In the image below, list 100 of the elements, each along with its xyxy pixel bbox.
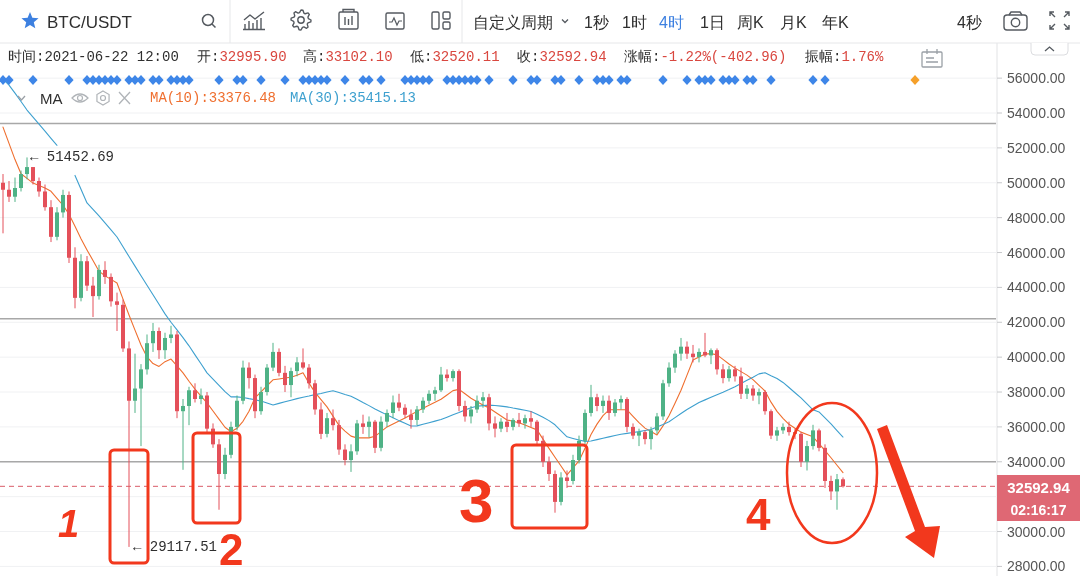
candlestick [469,405,473,424]
candlestick [139,363,143,447]
y-tick-label: 50000.00 [1007,174,1066,191]
candlestick [295,356,299,377]
annotation: 1 [58,503,80,545]
candlestick [709,347,713,365]
annotation: ← 51452.69 [30,149,115,165]
text: 02:16:17 [1010,502,1067,518]
annotation: 高:33102.10 [303,49,393,65]
candlestick [667,361,671,388]
candlestick [787,421,791,437]
chart-title: BTC/USDT [47,12,132,32]
candlestick [679,337,683,362]
candlestick [685,340,689,360]
candlestick [673,349,677,374]
candlestick [307,363,311,390]
candlestick [649,426,653,451]
candlestick [343,443,347,466]
candlestick [523,414,527,430]
y-tick-label: 42000.00 [1007,314,1066,331]
annotation: 振幅:1.76% [805,49,885,65]
candlestick [103,260,107,285]
text: 1秒 [584,13,609,31]
candlestick [601,395,605,414]
text: 周K [737,13,764,31]
candlestick [697,347,701,363]
candlestick [409,408,413,430]
y-tick-label: 36000.00 [1007,418,1066,435]
candlestick [115,292,119,332]
candlestick [151,322,155,353]
candlestick [499,417,503,433]
text: 月K [780,13,807,31]
candlestick [757,388,761,405]
candlestick [301,347,305,370]
annotation: 涨幅:-1.22%(-402.96) [624,49,787,65]
candlestick [1,173,5,234]
candlestick [745,384,749,400]
annotation: 3 [459,466,494,535]
candlestick [775,426,779,442]
candlestick [643,429,647,445]
candlestick [811,424,815,451]
text: 32592.94 [1007,478,1071,496]
candlestick [259,386,263,416]
y-tick-label: 28000.00 [1007,558,1066,575]
candlestick [751,384,755,402]
text: 4时 [659,13,684,31]
candlestick [715,347,719,376]
candlestick [133,353,137,414]
candlestick [367,415,371,438]
y-tick-label: 54000.00 [1007,105,1066,122]
candlestick [157,327,161,360]
candlestick [325,412,329,438]
candlestick [181,398,185,471]
candlestick [817,428,821,452]
candlestick [733,365,737,383]
y-tick-label: 38000.00 [1007,384,1066,401]
y-tick-label: 46000.00 [1007,244,1066,261]
candlestick [805,440,809,471]
candlestick [439,366,443,393]
text: 1日 [700,13,725,31]
candlestick [421,396,425,414]
candlestick [43,184,47,212]
annotation: 时间:2021-06-22 12:00 [8,49,179,65]
candlestick [361,414,365,435]
candlestick [721,363,725,384]
candlestick [91,276,95,318]
candlestick [13,177,17,203]
annotation: 低:32520.11 [410,49,500,65]
candlestick [7,180,11,203]
candlestick [571,454,575,485]
candlestick [391,395,395,419]
y-tick-label: 48000.00 [1007,209,1066,226]
text: 年K [822,13,849,31]
candlestick [505,412,509,433]
text: MA(30):35415.13 [290,90,417,106]
candlestick [655,412,659,435]
candlestick [835,473,839,511]
candlestick [397,393,401,412]
candlestick [589,384,593,417]
annotation: 开:32995.90 [197,49,287,65]
candlestick [193,382,197,403]
candlestick [481,391,485,409]
candlestick [637,428,641,447]
candlestick [607,395,611,421]
annotation: 2 [219,525,244,574]
text: 4秒 [957,13,982,31]
candlestick [271,342,275,372]
candlestick [451,368,455,383]
candlestick [25,156,29,180]
candlestick [283,365,287,393]
legend-title: MA [40,89,63,107]
y-tick-label: 30000.00 [1007,523,1066,540]
candlestick [463,400,467,423]
candlestick [61,189,65,219]
candlestick [403,403,407,419]
candlestick [565,470,569,489]
candlestick [739,367,743,400]
candlestick [829,475,833,501]
candlestick [187,386,191,426]
candlestick [349,443,353,473]
